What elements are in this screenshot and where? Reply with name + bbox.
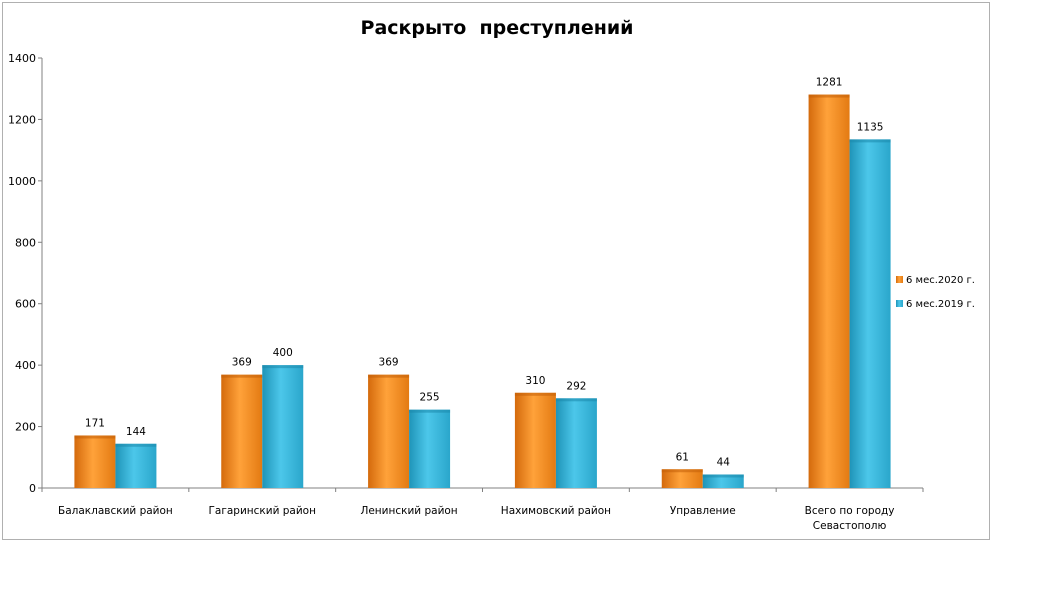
legend-swatch xyxy=(896,300,903,307)
data-label: 171 xyxy=(85,417,105,429)
legend-swatch xyxy=(896,276,903,283)
bar xyxy=(221,374,263,488)
y-tick-label: 1400 xyxy=(8,52,36,65)
bar-top-edge xyxy=(115,443,157,447)
y-tick-label: 800 xyxy=(15,236,36,249)
bar-top-edge xyxy=(661,469,703,473)
y-tick-label: 200 xyxy=(15,421,36,434)
bar-top-edge xyxy=(702,474,744,478)
data-label: 144 xyxy=(126,426,146,438)
bars xyxy=(74,94,891,489)
bar-top-edge xyxy=(849,139,891,143)
bar xyxy=(808,94,850,489)
x-category-label: Всего по городу Севастополю xyxy=(805,505,895,532)
bar-top-edge xyxy=(262,365,304,369)
y-tick-label: 400 xyxy=(15,359,36,372)
legend: 6 мес.2020 г. 6 мес.2019 г. xyxy=(896,275,975,310)
bar xyxy=(409,409,451,488)
bar xyxy=(262,365,304,488)
data-label: 1135 xyxy=(857,121,884,133)
bar-body xyxy=(409,409,451,488)
bar-body xyxy=(808,94,850,489)
bar-top-edge xyxy=(514,392,556,396)
bar-top-edge xyxy=(555,398,597,402)
legend-label: 6 мес.2019 г. xyxy=(906,299,975,310)
data-label: 369 xyxy=(379,357,399,369)
bar-top-edge xyxy=(808,94,850,98)
bar-body xyxy=(74,435,116,488)
x-category-label: Управление xyxy=(670,505,736,517)
axes: 0 200 400 600 800 1000 1200 1400 Балаклавский ра… xyxy=(8,52,924,532)
data-label: 44 xyxy=(717,456,731,468)
bar-body xyxy=(262,365,304,488)
data-label: 255 xyxy=(420,392,440,404)
y-tick-label: 600 xyxy=(15,298,36,311)
data-labels: 171 144 369 400 369 255 310 292 61 44 1281 1135 xyxy=(85,77,884,469)
y-tick-label: 1200 xyxy=(8,113,36,126)
bar-top-edge xyxy=(409,409,451,413)
bar-top-edge xyxy=(74,435,116,439)
data-label: 400 xyxy=(273,347,293,359)
bar xyxy=(849,139,891,488)
data-label: 1281 xyxy=(816,77,843,89)
y-tick-label: 0 xyxy=(29,482,36,495)
bar xyxy=(368,374,410,488)
bar-body xyxy=(514,392,556,488)
bar-body xyxy=(555,398,597,488)
bar xyxy=(115,443,157,488)
x-category-label: Гагаринский район xyxy=(209,505,316,517)
x-category-label: Ленинский район xyxy=(360,505,457,517)
y-tick-label: 1000 xyxy=(8,175,36,188)
data-label: 292 xyxy=(566,380,586,392)
bar xyxy=(514,392,556,488)
legend-item: 6 мес.2020 г. xyxy=(896,275,975,286)
bar xyxy=(702,474,744,488)
bar-body xyxy=(702,474,744,488)
data-label: 61 xyxy=(676,451,689,463)
data-label: 369 xyxy=(232,357,252,369)
bar-body xyxy=(368,374,410,488)
bar-top-edge xyxy=(221,374,263,378)
legend-item: 6 мес.2019 г. xyxy=(896,299,975,310)
bar-top-edge xyxy=(368,374,410,378)
bar-body xyxy=(221,374,263,488)
bar-body xyxy=(849,139,891,488)
x-category-label: Балаклавский район xyxy=(58,505,173,517)
legend-label: 6 мес.2020 г. xyxy=(906,275,975,286)
bar xyxy=(555,398,597,488)
chart-title: Раскрыто преступлений xyxy=(361,17,634,39)
x-category-label: Нахимовский район xyxy=(501,505,611,517)
bar-body xyxy=(661,469,703,488)
bar xyxy=(74,435,116,488)
data-label: 310 xyxy=(525,375,545,387)
bar xyxy=(661,469,703,488)
bar-body xyxy=(115,443,157,488)
